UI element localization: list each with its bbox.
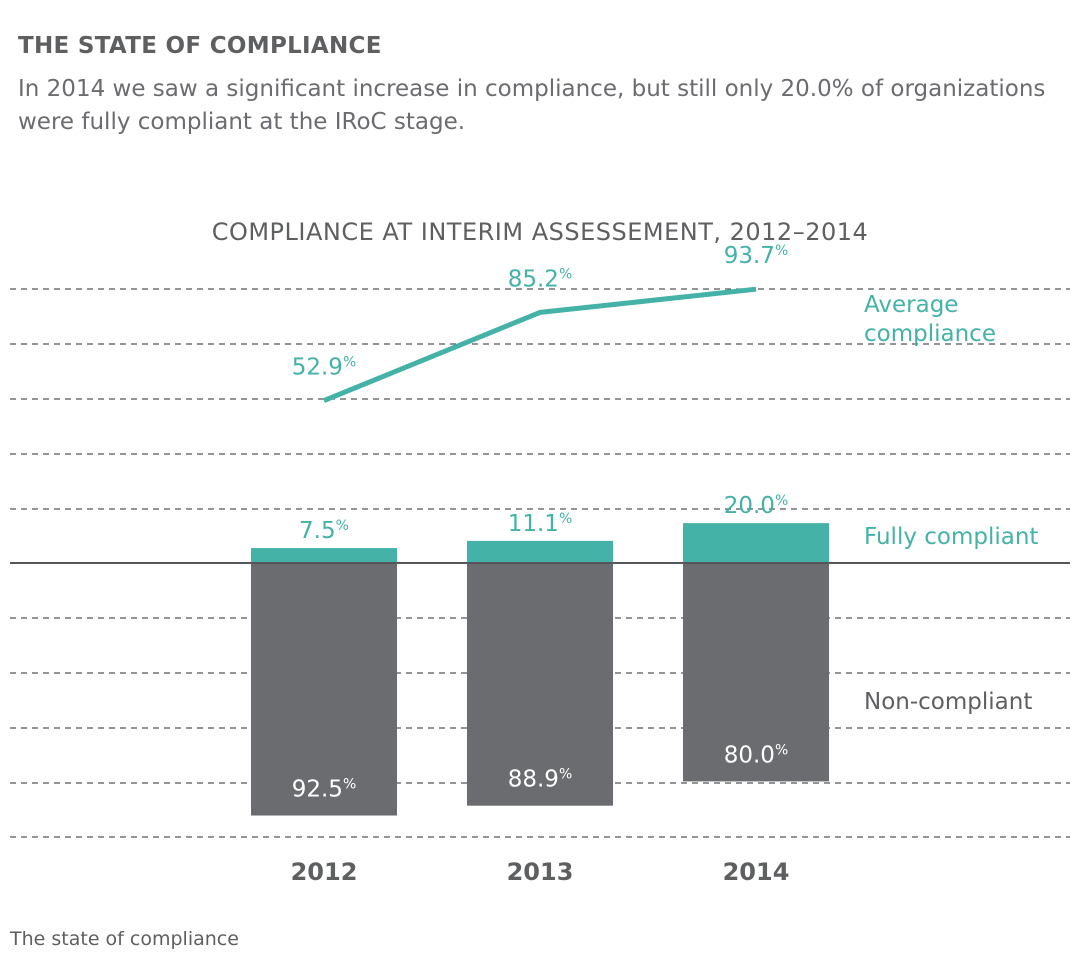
figure-caption: The state of compliance	[10, 928, 239, 950]
bar-non-compliant-2012	[251, 563, 397, 816]
x-axis-label-2013: 2013	[507, 858, 574, 886]
label-fully-compliant-2012: 7.5%	[299, 518, 349, 544]
legend-non-compliant: Non-compliant	[864, 689, 1032, 715]
x-axis-labels: 2012 2013 2014	[291, 858, 790, 886]
label-fully-compliant-2013: 11.1%	[508, 511, 573, 537]
average-compliance-line	[323, 286, 757, 403]
bar-non-compliant-2014	[683, 563, 829, 782]
bar-fully-compliant-2014	[683, 523, 829, 563]
bar-fully-compliant-2013	[467, 540, 613, 563]
page-subtitle: In 2014 we saw a significant increase in…	[18, 76, 1046, 135]
x-axis-label-2014: 2014	[723, 858, 790, 886]
chart-title: COMPLIANCE AT INTERIM ASSESSEMENT, 2012–…	[212, 218, 869, 246]
page-title: THE STATE OF COMPLIANCE	[18, 33, 382, 59]
compliance-chart: COMPLIANCE AT INTERIM ASSESSEMENT, 2012–…	[10, 218, 1070, 886]
label-fully-compliant-2014: 20.0%	[724, 493, 789, 519]
legend-average-compliance: Average compliance	[864, 292, 996, 347]
average-compliance-series	[323, 286, 757, 403]
bar-fully-compliant-2012	[251, 548, 397, 563]
label-average-compliance-2014: 93.7%	[724, 243, 789, 269]
legend: Average compliance Fully compliant Non-co…	[864, 292, 1038, 715]
bar-non-compliant-2013	[467, 563, 613, 806]
legend-fully-compliant: Fully compliant	[864, 524, 1038, 550]
label-average-compliance-2012: 52.9%	[292, 355, 357, 381]
data-labels: 7.5%92.5%52.9%11.1%88.9%85.2%20.0%80.0%9…	[292, 243, 789, 802]
x-axis-label-2012: 2012	[291, 858, 358, 886]
bars	[10, 523, 1070, 816]
